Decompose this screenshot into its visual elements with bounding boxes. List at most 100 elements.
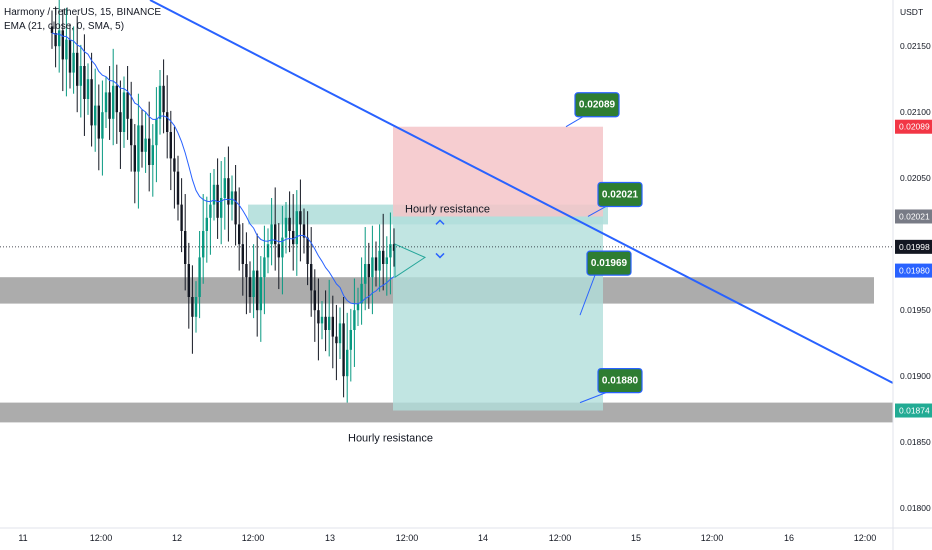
- candle: [108, 92, 111, 119]
- price-tick: 0.01950: [900, 305, 931, 315]
- trendline: [149, 0, 894, 384]
- candle: [241, 244, 244, 264]
- price-badge[interactable]: 0.01874: [895, 403, 932, 418]
- candle: [61, 30, 64, 60]
- candle: [349, 330, 352, 350]
- candle: [101, 112, 104, 139]
- indicator-label[interactable]: EMA (21, close, 0, SMA, 5): [4, 21, 125, 32]
- price-badge[interactable]: 0.02021: [895, 209, 932, 224]
- price-badge-bg: [895, 209, 932, 224]
- triangle-pattern: [394, 243, 427, 279]
- arrow-down-icon: [435, 252, 445, 259]
- candle: [112, 85, 115, 119]
- candle: [374, 257, 378, 271]
- candle: [83, 66, 86, 99]
- candle: [54, 33, 57, 47]
- zone-label-lower: Hourly resistance: [348, 432, 433, 444]
- currency-label: USDT: [900, 7, 923, 17]
- time-tick: 11: [18, 533, 27, 543]
- time-tick: 12:00: [549, 533, 572, 543]
- price-axis[interactable]: USDT0.021500.021000.020500.020000.019500…: [892, 0, 932, 550]
- candle: [234, 191, 237, 225]
- time-tick: 12:00: [854, 533, 877, 543]
- price-badge-label: 0.02089: [899, 122, 930, 132]
- candle: [335, 336, 338, 344]
- candle: [292, 231, 295, 245]
- candle: [259, 277, 262, 311]
- candle: [176, 171, 180, 205]
- time-tick: 15: [631, 533, 641, 543]
- ema-line: [51, 32, 395, 305]
- candle: [238, 224, 241, 245]
- price-badge[interactable]: 0.01980: [895, 263, 932, 278]
- callout-target[interactable]: 0.01880: [579, 368, 643, 404]
- time-tick: 12:00: [242, 533, 265, 543]
- candle: [346, 349, 349, 377]
- candle: [144, 138, 147, 152]
- price-badge-label: 0.02021: [899, 211, 930, 221]
- candle: [119, 112, 122, 132]
- candle: [180, 204, 183, 231]
- candle: [277, 244, 280, 258]
- candle: [356, 303, 360, 311]
- candle: [126, 92, 129, 119]
- candle: [360, 283, 363, 304]
- callout-label: 0.02089: [579, 100, 616, 111]
- candle: [115, 85, 118, 113]
- candle: [306, 237, 309, 264]
- stop-zone: [393, 126, 603, 217]
- price-badge-bg: [895, 263, 932, 278]
- candle: [270, 224, 273, 245]
- price-badge[interactable]: 0.01998: [895, 239, 932, 254]
- candle: [205, 217, 208, 231]
- candle: [162, 85, 165, 113]
- candle: [284, 217, 288, 238]
- candle: [317, 310, 320, 324]
- candle: [353, 310, 356, 330]
- candle: [220, 198, 223, 218]
- candle: [263, 257, 266, 278]
- price-badge-bg: [895, 119, 932, 134]
- candle: [274, 224, 277, 245]
- price-badge-bg: [895, 403, 932, 418]
- callout-label: 0.02021: [602, 189, 639, 200]
- candle: [328, 316, 331, 330]
- symbol-title[interactable]: Harmony / TetherUS, 15, BINANCE: [4, 7, 162, 18]
- price-tick: 0.01900: [900, 371, 931, 381]
- candle: [223, 178, 226, 198]
- candle: [212, 184, 216, 205]
- time-tick: 12: [172, 533, 182, 543]
- annotations-layer: 0.02089 0.02021 0.01969 0.01880: [435, 92, 643, 404]
- time-axis[interactable]: 11 12:00 12 12:00 13 12:00 14 12:00 15 12:00 16 12:…: [0, 527, 932, 543]
- candle: [158, 85, 162, 119]
- zones-layer: Hourly resistance Hourly resistance: [0, 126, 893, 444]
- zone-label-upper: Hourly resistance: [405, 203, 490, 215]
- callout-label: 0.01969: [591, 258, 628, 269]
- candle: [227, 178, 230, 205]
- candle: [331, 316, 334, 337]
- candle: [245, 264, 248, 278]
- candle: [209, 204, 212, 218]
- callout-entry[interactable]: 0.01969: [579, 250, 632, 316]
- callout-stop[interactable]: 0.02089: [565, 92, 620, 128]
- candle: [281, 237, 284, 258]
- callout-resistance[interactable]: 0.02021: [587, 181, 643, 217]
- candle: [140, 125, 144, 152]
- lines-layer: [0, 0, 894, 384]
- callout-box: [597, 181, 643, 208]
- candle: [364, 264, 367, 284]
- target-zone: [393, 216, 603, 411]
- callout-box: [586, 250, 632, 276]
- callout-label: 0.01880: [602, 376, 639, 387]
- price-tick: 0.02050: [900, 173, 931, 183]
- sr-zone: [0, 402, 893, 423]
- candle: [130, 118, 133, 146]
- callout-pointer: [579, 274, 596, 316]
- candle: [155, 118, 158, 146]
- callout-box: [597, 368, 643, 394]
- time-tick: 16: [784, 533, 794, 543]
- callout-pointer: [579, 392, 607, 404]
- price-badge[interactable]: 0.02089: [895, 119, 932, 134]
- candle: [342, 323, 345, 377]
